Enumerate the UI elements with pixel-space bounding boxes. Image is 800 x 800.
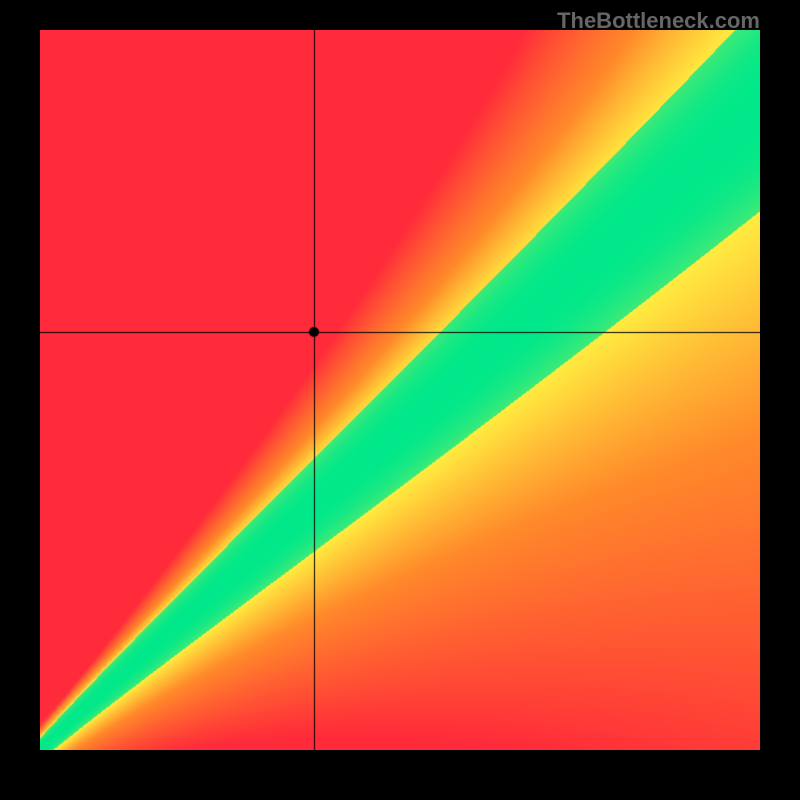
watermark-text: TheBottleneck.com <box>557 8 760 34</box>
heatmap-chart <box>40 30 760 750</box>
heatmap-canvas <box>40 30 760 750</box>
